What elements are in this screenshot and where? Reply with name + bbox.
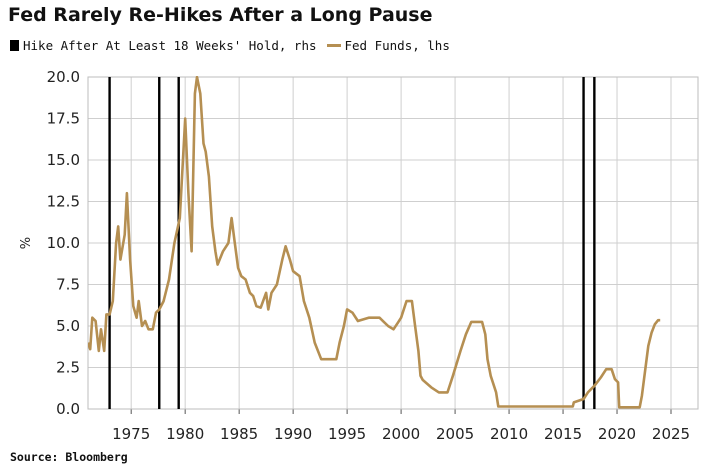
grid (87, 76, 699, 414)
x-tick-label: 2000 (382, 425, 420, 443)
x-tick-label: 1990 (274, 425, 312, 443)
y-tick-label: 15.0 (47, 151, 80, 169)
x-tick-label: 2010 (490, 425, 528, 443)
y-tick-label: 12.5 (47, 193, 80, 211)
x-axis-ticks: 1975 1980 1985 1990 1995 2000 2005 2010 2015 2020… (112, 425, 690, 443)
y-tick-label: 0.0 (56, 400, 80, 418)
legend-label-hike: Hike After At Least 18 Weeks' Hold, rhs (23, 38, 317, 53)
chart-title: Fed Rarely Re-Hikes After a Long Pause (8, 4, 433, 26)
legend-swatch-hike (10, 40, 19, 51)
fed-funds-line (88, 76, 661, 409)
legend-swatch-fed-funds (326, 44, 341, 47)
x-tick-label: 2015 (544, 425, 582, 443)
legend: Hike After At Least 18 Weeks' Hold, rhs … (10, 38, 450, 53)
x-tick-label: 1980 (166, 425, 204, 443)
x-tick-label: 2020 (598, 425, 636, 443)
x-tick-label: 1975 (112, 425, 150, 443)
x-tick-label: 1985 (220, 425, 258, 443)
source-note: Source: Bloomberg (10, 450, 128, 464)
x-tick-label: 1995 (328, 425, 366, 443)
x-tick-label: 2005 (436, 425, 474, 443)
y-axis-label: % (19, 237, 34, 249)
fed-funds-series (88, 76, 661, 409)
y-tick-label: 5.0 (56, 317, 80, 335)
hike-markers (108, 77, 596, 409)
y-tick-label: 10.0 (47, 234, 80, 252)
legend-label-fed-funds: Fed Funds, lhs (344, 38, 450, 53)
y-tick-label: 2.5 (56, 359, 80, 377)
y-tick-label: 17.5 (47, 110, 80, 128)
plot-frame (87, 76, 699, 410)
y-tick-label: 20.0 (47, 68, 80, 86)
y-axis-ticks: 0.0 2.5 5.0 7.5 10.0 12.5 15.0 17.5 20.0 (47, 68, 80, 418)
y-tick-label: 7.5 (56, 276, 80, 294)
x-tick-label: 2025 (652, 425, 690, 443)
